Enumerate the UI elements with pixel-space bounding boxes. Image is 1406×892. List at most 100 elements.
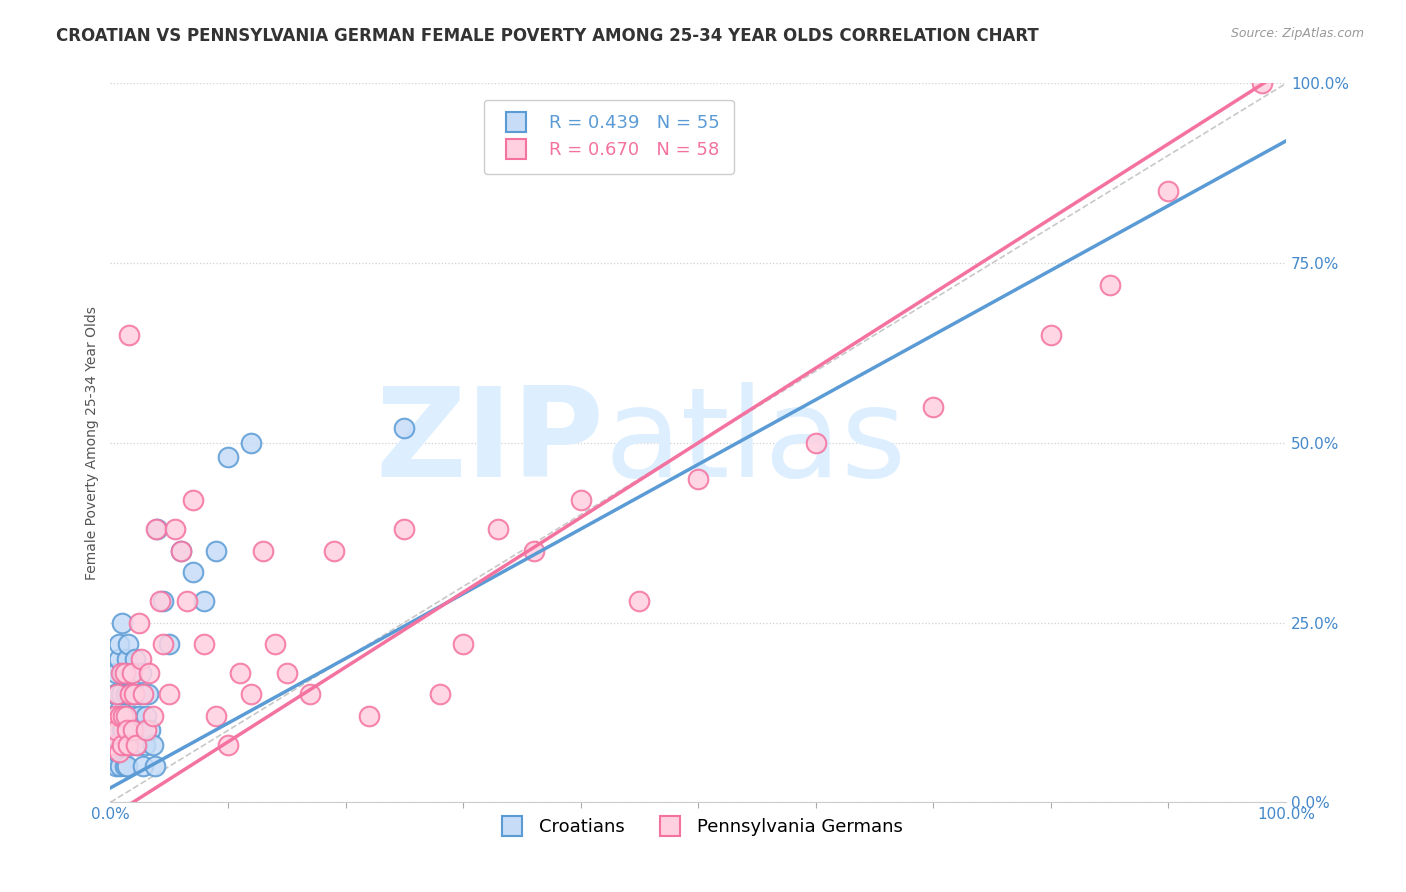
Y-axis label: Female Poverty Among 25-34 Year Olds: Female Poverty Among 25-34 Year Olds: [86, 306, 100, 580]
Point: [322, 543, 344, 558]
Point: [157, 637, 180, 651]
Point: [118, 688, 141, 702]
Point: [121, 665, 143, 680]
Point: [357, 709, 380, 723]
Point: [121, 738, 143, 752]
Point: [134, 738, 156, 752]
Point: [523, 543, 546, 558]
Point: [118, 723, 141, 738]
Point: [922, 400, 945, 414]
Point: [131, 723, 153, 738]
Point: [193, 594, 215, 608]
Point: [108, 759, 131, 773]
Point: [142, 709, 165, 723]
Point: [103, 738, 125, 752]
Point: [394, 421, 416, 435]
Point: [125, 738, 148, 752]
Point: [114, 709, 136, 723]
Point: [228, 665, 250, 680]
Text: CROATIAN VS PENNSYLVANIA GERMAN FEMALE POVERTY AMONG 25-34 YEAR OLDS CORRELATION: CROATIAN VS PENNSYLVANIA GERMAN FEMALE P…: [56, 27, 1039, 45]
Point: [299, 688, 322, 702]
Point: [145, 522, 167, 536]
Point: [127, 738, 149, 752]
Point: [120, 665, 142, 680]
Point: [486, 522, 509, 536]
Point: [108, 709, 131, 723]
Point: [128, 688, 150, 702]
Point: [104, 688, 127, 702]
Point: [252, 543, 274, 558]
Point: [205, 543, 228, 558]
Point: [115, 723, 138, 738]
Point: [628, 594, 651, 608]
Point: [112, 709, 135, 723]
Point: [170, 543, 193, 558]
Text: ZIP: ZIP: [375, 383, 605, 503]
Point: [157, 688, 180, 702]
Point: [117, 723, 139, 738]
Point: [111, 723, 134, 738]
Point: [181, 493, 204, 508]
Point: [107, 688, 129, 702]
Point: [129, 651, 152, 665]
Point: [114, 709, 136, 723]
Point: [688, 472, 710, 486]
Point: [105, 759, 128, 773]
Point: [105, 723, 128, 738]
Point: [112, 723, 135, 738]
Point: [264, 637, 287, 651]
Point: [143, 759, 166, 773]
Point: [111, 615, 134, 630]
Text: Source: ZipAtlas.com: Source: ZipAtlas.com: [1230, 27, 1364, 40]
Point: [118, 328, 141, 343]
Point: [152, 637, 174, 651]
Point: [1098, 277, 1121, 292]
Point: [394, 522, 416, 536]
Point: [107, 745, 129, 759]
Point: [108, 702, 131, 716]
Point: [114, 738, 136, 752]
Legend: Croatians, Pennsylvania Germans: Croatians, Pennsylvania Germans: [486, 811, 910, 844]
Point: [146, 522, 169, 536]
Point: [129, 665, 152, 680]
Point: [149, 594, 172, 608]
Point: [276, 665, 298, 680]
Point: [110, 738, 132, 752]
Point: [110, 665, 132, 680]
Point: [114, 688, 136, 702]
Point: [804, 435, 827, 450]
Point: [114, 665, 136, 680]
Point: [120, 688, 142, 702]
Point: [114, 759, 136, 773]
Point: [128, 615, 150, 630]
Point: [217, 738, 239, 752]
Point: [165, 522, 187, 536]
Point: [125, 723, 148, 738]
Point: [107, 745, 129, 759]
Point: [107, 637, 129, 651]
Point: [132, 759, 155, 773]
Point: [101, 738, 124, 752]
Point: [122, 688, 145, 702]
Point: [205, 709, 228, 723]
Point: [132, 688, 155, 702]
Point: [136, 688, 159, 702]
Point: [217, 450, 239, 465]
Point: [103, 709, 125, 723]
Point: [142, 738, 165, 752]
Point: [176, 594, 198, 608]
Point: [122, 688, 145, 702]
Point: [104, 709, 127, 723]
Point: [1157, 184, 1180, 198]
Point: [112, 665, 135, 680]
Point: [240, 435, 263, 450]
Point: [139, 723, 162, 738]
Point: [193, 637, 215, 651]
Point: [181, 566, 204, 580]
Point: [111, 738, 134, 752]
Point: [240, 688, 263, 702]
Point: [429, 688, 451, 702]
Point: [128, 709, 150, 723]
Point: [569, 493, 592, 508]
Point: [1251, 77, 1274, 91]
